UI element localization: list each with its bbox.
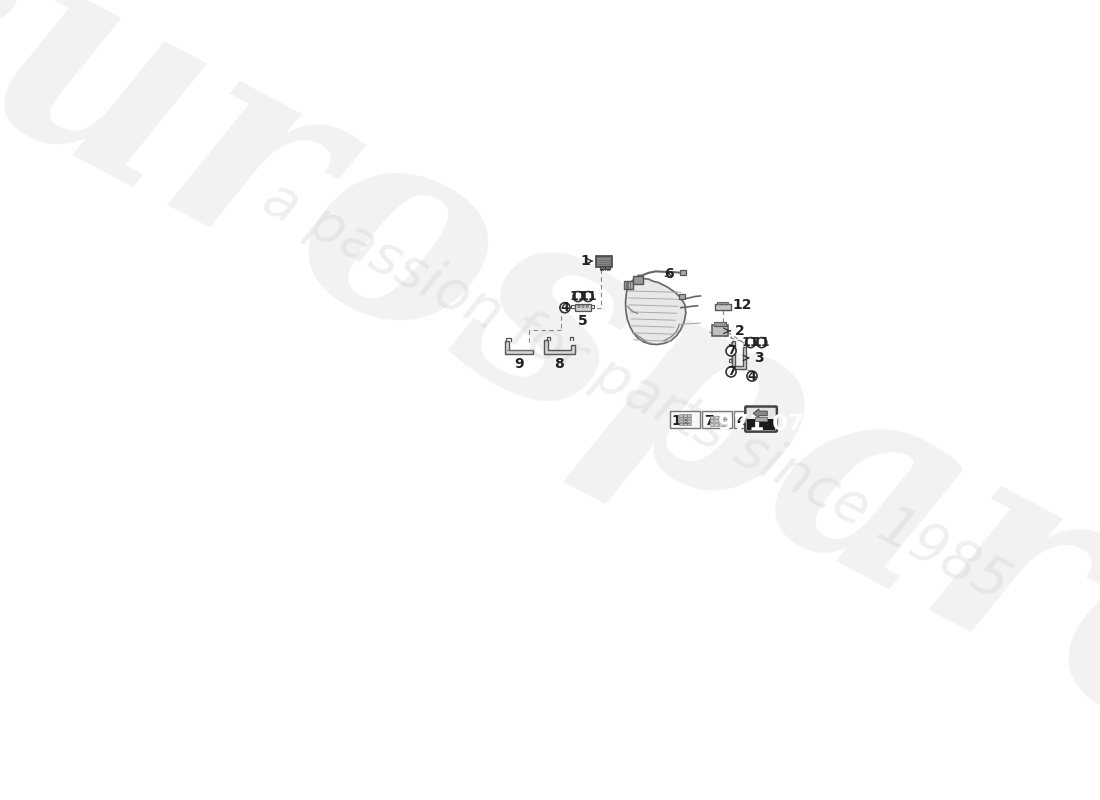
Polygon shape [732,341,746,369]
Circle shape [578,305,580,307]
Circle shape [583,291,593,302]
Text: 12: 12 [733,298,751,312]
Circle shape [582,305,584,307]
Bar [600,266,605,269]
Bar [719,419,723,422]
Text: 11: 11 [672,414,692,428]
Text: 4: 4 [561,301,570,314]
Bar [715,304,730,310]
Bar [624,281,634,289]
Text: 8: 8 [554,357,564,370]
FancyBboxPatch shape [746,406,777,432]
Bar [683,414,686,417]
Bar [714,322,726,326]
Polygon shape [505,341,532,354]
Polygon shape [754,409,767,418]
Bar [734,411,764,428]
Circle shape [560,302,570,313]
Bar [717,302,728,304]
Bar [712,325,728,336]
Circle shape [573,291,583,302]
Text: 1: 1 [580,254,590,268]
Bar [683,417,686,419]
Bar [688,414,691,417]
Text: 11: 11 [570,290,586,303]
Text: 6: 6 [664,266,674,281]
Circle shape [726,367,736,377]
Text: a passion for parts since 1985: a passion for parts since 1985 [254,171,1019,611]
Text: 11: 11 [741,336,759,349]
Text: 11: 11 [754,336,770,349]
Circle shape [747,371,757,381]
Text: 11: 11 [580,290,597,303]
Bar [719,416,723,419]
Text: 5: 5 [579,314,588,328]
Bar [596,256,612,267]
Bar [755,417,767,421]
Bar [574,303,592,311]
Bar [710,419,714,422]
Text: 7: 7 [704,414,714,428]
Bar [719,422,723,426]
Bar [680,270,686,275]
Bar [747,419,776,430]
Polygon shape [626,278,685,345]
Circle shape [746,338,756,348]
Bar [747,408,776,420]
Bar [670,411,701,428]
Bar [688,420,691,422]
Bar [680,414,683,417]
Bar [688,422,691,425]
Circle shape [757,338,767,348]
Text: 7: 7 [727,366,736,378]
Bar [714,416,718,419]
Text: 9: 9 [514,357,524,370]
Text: 4: 4 [748,370,757,382]
Bar [724,416,728,419]
Text: 971 07: 971 07 [718,414,804,434]
Text: 3: 3 [754,351,763,365]
Bar [683,422,686,425]
Bar [714,422,718,426]
Text: 4: 4 [736,414,746,428]
Circle shape [726,346,736,356]
Bar [605,266,609,269]
Bar [702,411,733,428]
Bar [724,422,728,426]
Bar [680,294,685,298]
Text: 7: 7 [727,345,736,358]
Bar [710,416,714,419]
Circle shape [586,305,589,307]
Bar [680,417,683,419]
Bar [688,417,691,419]
Bar [683,420,686,422]
Bar [710,422,714,426]
Bar [714,419,718,422]
Polygon shape [544,340,574,354]
Bar [680,420,683,422]
Bar [680,422,683,425]
Bar [634,275,643,284]
Bar [724,419,728,422]
Text: 2: 2 [735,324,745,338]
